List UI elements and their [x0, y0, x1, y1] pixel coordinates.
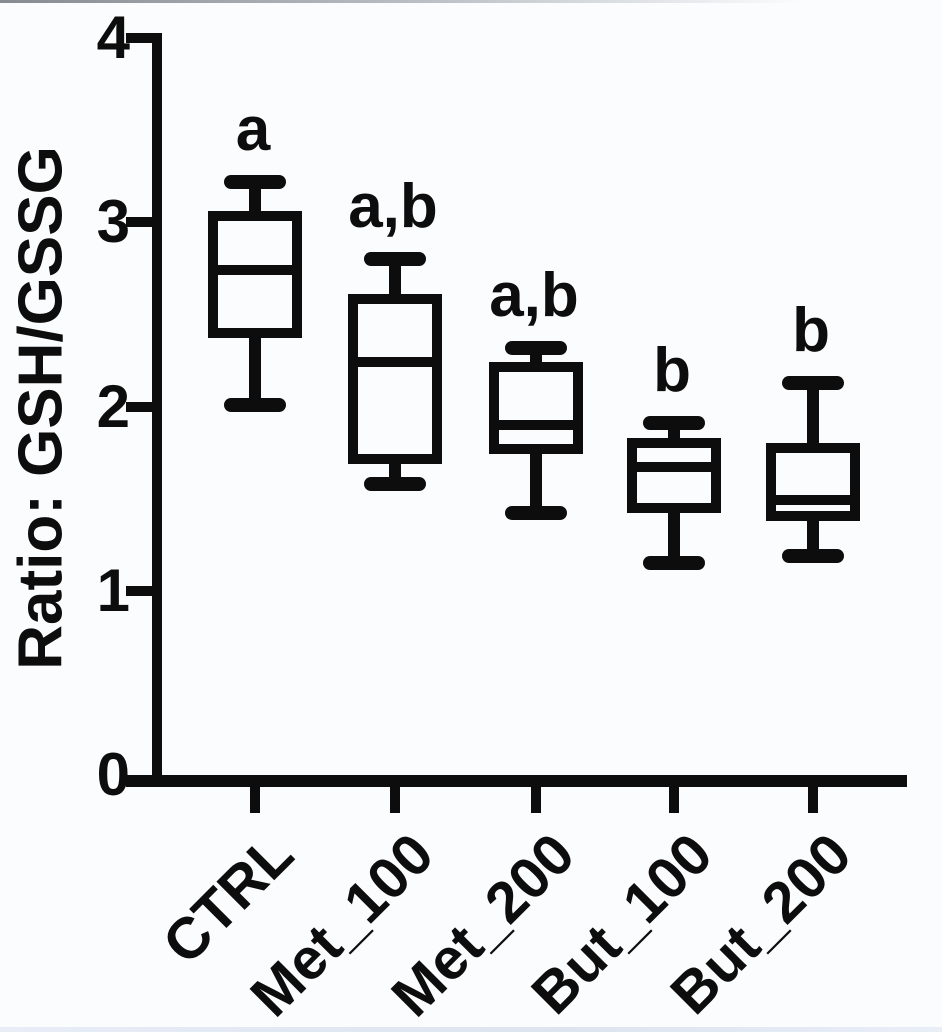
box-group-Met_100-upper-cap: [364, 252, 426, 267]
box-group-CTRL-median-line: [208, 265, 302, 276]
box-group-But_200-lower-cap: [782, 548, 844, 563]
x-axis-tick: [531, 787, 541, 813]
box-group-CTRL-upper-whisker: [249, 181, 261, 214]
box-group-Met_100-median-line: [348, 357, 442, 368]
y-axis-tick: [126, 401, 162, 412]
box-group-But_200-lower-whisker: [807, 518, 819, 556]
significance-label: b: [792, 295, 830, 365]
y-axis-tick: [126, 585, 162, 596]
x-axis-line: [126, 775, 907, 787]
significance-label: a,b: [489, 260, 579, 330]
significance-label: b: [653, 336, 691, 406]
box-group-Met_200-iqr-box: [489, 362, 583, 455]
significance-label: a: [235, 94, 271, 164]
box-group-Met_100-upper-whisker: [389, 259, 401, 297]
box-group-Met_100-lower-cap: [364, 476, 426, 491]
box-group-But_100-lower-cap: [643, 556, 705, 571]
box-group-Met_100-iqr-box: [348, 294, 442, 464]
box-group-CTRL-upper-cap: [224, 174, 286, 189]
box-group-But_100-median-line: [627, 462, 721, 473]
box-group-But_100-iqr-box: [627, 437, 721, 514]
box-group-Met_200-upper-cap: [505, 340, 567, 355]
box-group-But_200-upper-whisker: [807, 382, 819, 446]
screenshot-bottom-edge: [0, 1027, 942, 1032]
box-group-Met_200-median-line: [489, 419, 583, 430]
x-axis-tick: [808, 787, 818, 813]
screenshot-top-edge: [0, 0, 942, 3]
box-group-Met_200-lower-cap: [505, 506, 567, 521]
box-group-But_100-lower-whisker: [668, 511, 680, 564]
box-group-CTRL-lower-cap: [224, 397, 286, 412]
significance-label: a,b: [348, 172, 438, 242]
box-group-CTRL-lower-whisker: [249, 336, 261, 405]
y-axis-tick-label: 3: [96, 188, 130, 256]
y-axis-tick-label: 1: [96, 556, 130, 624]
y-axis-tick-label: 0: [96, 741, 130, 808]
x-axis-tick: [390, 787, 400, 813]
box-group-But_200-median-line: [766, 495, 860, 506]
x-axis-tick: [250, 787, 260, 813]
box-group-But_200-iqr-box: [766, 443, 860, 521]
y-axis-tick: [126, 33, 162, 43]
box-group-But_100-upper-cap: [643, 416, 705, 431]
y-axis-tick-label: 2: [96, 372, 130, 440]
box-group-Met_200-lower-whisker: [530, 452, 542, 514]
y-axis-tick-label: 4: [96, 4, 130, 71]
x-axis-tick: [669, 787, 679, 813]
box-group-But_200-upper-cap: [782, 375, 844, 390]
y-axis-tick: [126, 217, 162, 228]
